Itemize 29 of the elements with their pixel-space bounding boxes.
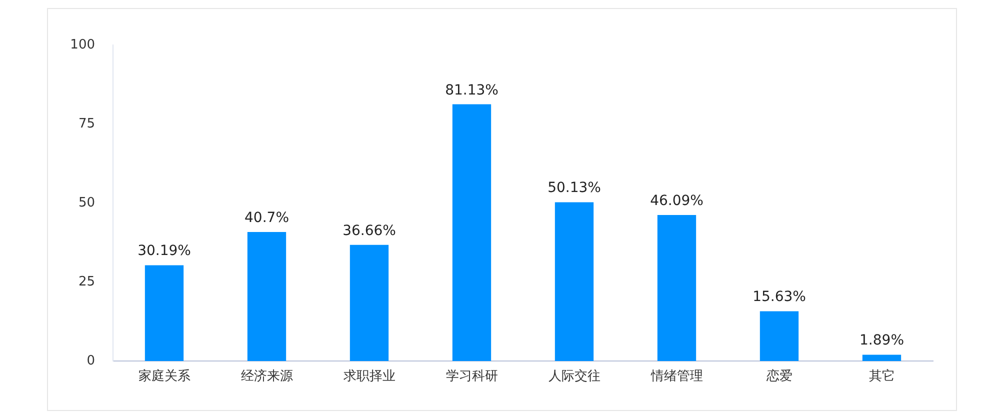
x-tick-label: 求职择业 [343,369,396,384]
y-tick-label: 50 [78,195,95,210]
y-tick-label: 0 [86,353,95,368]
x-tick-label: 恋爱 [765,368,792,384]
data-label: 36.66% [342,222,396,239]
x-tick-label: 家庭关系 [138,368,190,384]
bar [862,354,902,361]
data-label: 81.13% [445,82,498,98]
x-tick-label: 情绪管理 [650,369,703,384]
bar [452,104,492,361]
bar [247,232,286,361]
data-label: 46.09% [650,192,704,209]
data-label: 50.13% [548,180,601,196]
x-tick-label: 经济来源 [240,369,293,384]
x-tick-label: 其它 [868,368,895,384]
bar [554,202,594,361]
y-tick-label: 75 [78,116,95,132]
bar [760,311,799,361]
bar [144,265,184,361]
data-label: 30.19% [138,243,191,260]
data-label: 1.89% [860,332,904,349]
y-tick-label: 25 [78,274,95,290]
data-label: 40.7% [244,210,289,226]
bar [350,244,389,361]
bar [657,215,696,361]
x-tick-label: 人际交往 [548,368,600,384]
y-tick-label: 100 [70,37,95,52]
x-tick-label: 学习科研 [446,369,498,384]
data-label: 15.63% [752,289,806,306]
